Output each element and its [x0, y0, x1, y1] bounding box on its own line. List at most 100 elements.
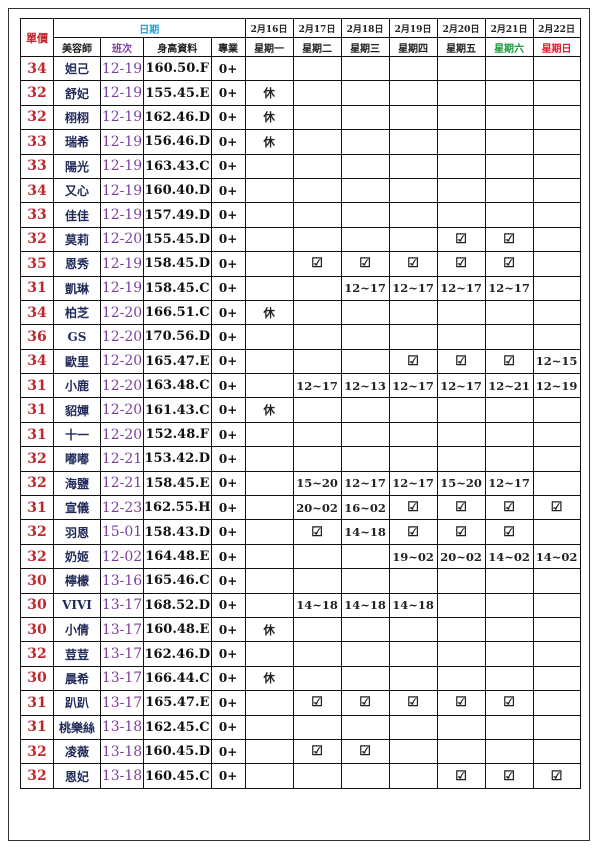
schedule-cell — [340, 299, 390, 326]
schedule-cell — [388, 226, 438, 253]
specialty-cell: 0+ — [210, 592, 246, 618]
schedule-cell — [388, 80, 438, 106]
schedule-cell — [340, 55, 390, 82]
schedule-cell — [244, 543, 294, 570]
specialty-cell: 0+ — [210, 470, 246, 497]
beautician-name: 恩秀 — [53, 251, 101, 277]
schedule-cell — [388, 641, 438, 667]
price-cell: 32 — [20, 446, 54, 472]
table-row: 33 佳佳 12-19 157.49.D 0+ — [20, 202, 581, 228]
schedule-cell: 休 — [244, 104, 294, 131]
height-data-cell: 155.45.D — [143, 226, 212, 253]
schedule-cell: 12~19 — [532, 373, 581, 399]
checkbox-checked-icon: ☑ — [436, 226, 486, 253]
beautician-name: 十一 — [53, 421, 101, 448]
schedule-cell: 15~20 — [292, 470, 342, 497]
specialty-cell: 0+ — [210, 202, 246, 228]
schedule-cell: 14~02 — [484, 543, 534, 570]
beautician-name: 貂嬋 — [53, 397, 101, 423]
schedule-cell — [532, 616, 581, 643]
beautician-name: 凌薇 — [53, 738, 101, 765]
schedule-cell — [340, 421, 390, 448]
beautician-name: 宣儀 — [53, 495, 101, 521]
schedule-cell — [340, 177, 390, 204]
schedule-cell — [244, 763, 294, 789]
schedule-cell: 14~18 — [340, 519, 390, 545]
schedule-cell — [244, 226, 294, 253]
price-cell: 31 — [20, 275, 54, 301]
schedule-cell: 休 — [244, 397, 294, 423]
schedule-cell — [436, 665, 486, 692]
date-header: 2月20日 — [436, 18, 486, 38]
schedule-cell — [292, 543, 342, 570]
schedule-cell — [292, 104, 342, 131]
checkbox-checked-icon: ☑ — [388, 348, 438, 375]
height-data-cell: 160.45.D — [143, 738, 212, 765]
schedule-cell — [292, 665, 342, 692]
schedule-cell: 12~17 — [292, 373, 342, 399]
schedule-cell — [388, 665, 438, 692]
schedule-cell: 14~18 — [292, 592, 342, 618]
schedule-cell — [388, 202, 438, 228]
schedule-cell: 12~17 — [484, 275, 534, 301]
height-data-cell: 163.43.C — [143, 153, 212, 179]
price-cell: 32 — [20, 738, 54, 765]
schedule-cell — [244, 275, 294, 301]
schedule-cell: 12~17 — [340, 470, 390, 497]
schedule-cell — [388, 55, 438, 82]
shift-cell: 13-16 — [100, 568, 144, 594]
height-data-cell: 160.45.C — [143, 763, 212, 789]
shift-cell: 13-17 — [100, 665, 144, 692]
specialty-cell: 0+ — [210, 738, 246, 765]
height-data-cell: 160.40.D — [143, 177, 212, 204]
specialty-cell: 0+ — [210, 153, 246, 179]
beautician-name: 又心 — [53, 177, 101, 204]
shift-cell: 13-18 — [100, 714, 144, 740]
schedule-cell — [484, 177, 534, 204]
table-row: 32 栩栩 12-19 162.46.D 0+ 休 — [20, 104, 581, 131]
schedule-cell — [292, 348, 342, 375]
schedule-cell — [532, 202, 581, 228]
schedule-cell — [340, 665, 390, 692]
shift-cell: 12-21 — [100, 470, 144, 497]
shift-cell: 13-17 — [100, 592, 144, 618]
price-cell: 33 — [20, 129, 54, 155]
table-row: 32 舒妃 12-19 155.45.E 0+ 休 — [20, 80, 581, 106]
price-cell: 31 — [20, 690, 54, 716]
checkbox-checked-icon: ☑ — [484, 690, 534, 716]
beautician-header: 美容師 — [53, 37, 101, 57]
price-cell: 34 — [20, 55, 54, 82]
schedule-cell — [292, 129, 342, 155]
height-data-cell: 156.46.D — [143, 129, 212, 155]
schedule-cell — [388, 616, 438, 643]
schedule-cell — [532, 690, 581, 716]
specialty-cell: 0+ — [210, 177, 246, 204]
date-header: 2月19日 — [388, 18, 438, 38]
schedule-cell: 12~13 — [340, 373, 390, 399]
price-cell: 32 — [20, 104, 54, 131]
schedule-cell — [532, 738, 581, 765]
table-row: 32 海鹽 12-21 158.45.E 0+ 15~20 12~17 12~17 15~20 1… — [20, 470, 581, 497]
height-data-cell: 162.45.C — [143, 714, 212, 740]
table-row: 31 趴趴 13-17 165.47.E 0+ ☑ ☑ ☑ ☑ ☑ — [20, 690, 581, 716]
schedule-cell — [340, 568, 390, 594]
schedule-cell: 12~17 — [388, 373, 438, 399]
specialty-cell: 0+ — [210, 495, 246, 521]
schedule-cell — [292, 641, 342, 667]
schedule-cell — [532, 641, 581, 667]
schedule-cell — [532, 324, 581, 350]
height-data-cell: 161.43.C — [143, 397, 212, 423]
schedule-cell — [244, 348, 294, 375]
header-row-columns: 美容師 班次 身高資料 專業 星期一 星期二 星期三 星期四 星期五 星期六 星… — [21, 37, 581, 57]
shift-cell: 12-19 — [100, 80, 144, 106]
table-row: 32 奶姬 12-02 164.48.E 0+ 19~02 20~02 14~02 14~02 — [20, 543, 581, 570]
schedule-cell: 15~20 — [436, 470, 486, 497]
date-header: 2月22日 — [532, 18, 581, 38]
schedule-cell — [244, 446, 294, 472]
schedule-cell — [292, 568, 342, 594]
schedule-cell: 休 — [244, 299, 294, 326]
date-header: 2月18日 — [340, 18, 390, 38]
schedule-cell — [292, 446, 342, 472]
shift-cell: 12-19 — [100, 153, 144, 179]
height-data-cell: 158.45.C — [143, 275, 212, 301]
